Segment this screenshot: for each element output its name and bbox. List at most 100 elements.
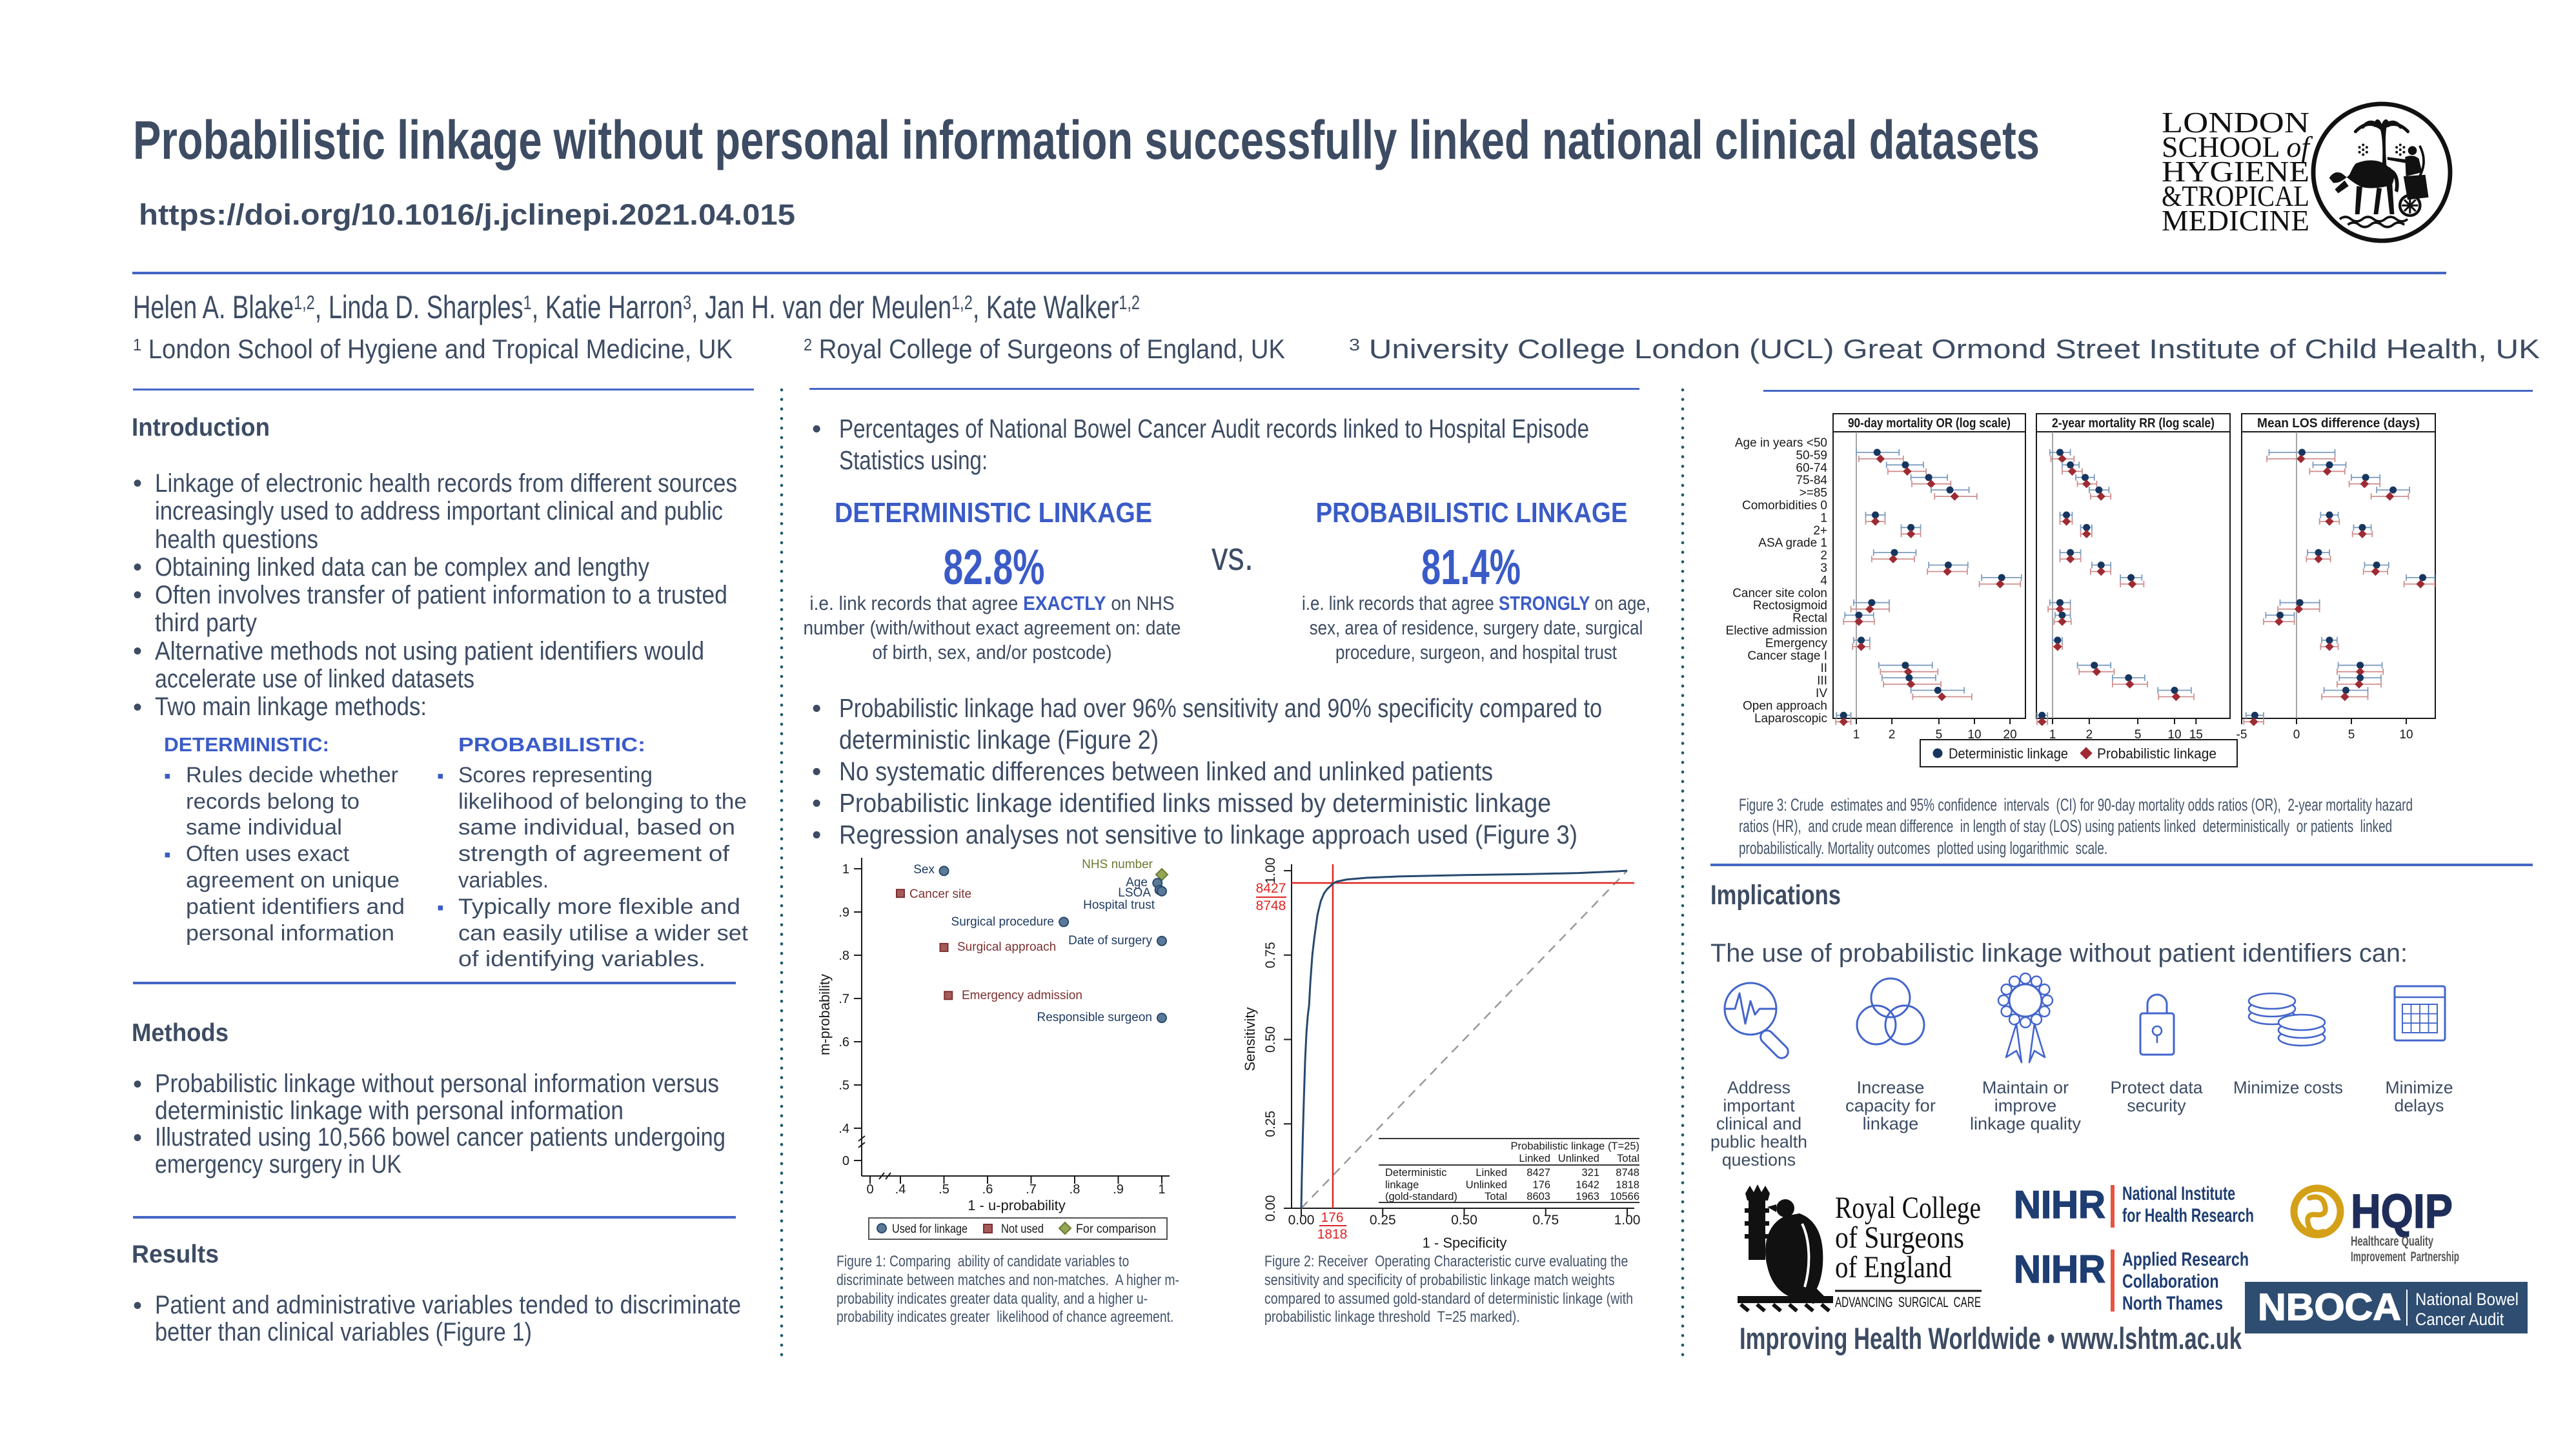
svg-text:.6: .6 (982, 1182, 993, 1197)
svg-text:Open approach: Open approach (1743, 699, 1827, 713)
svg-text:Hospital trust: Hospital trust (1083, 898, 1155, 912)
svg-text:Emergency admission: Emergency admission (962, 989, 1082, 1002)
svg-text:1: 1 (842, 862, 849, 876)
svg-text:1 - Specificity: 1 - Specificity (1423, 1235, 1507, 1251)
svg-text:0: 0 (866, 1182, 873, 1197)
svg-text:1: 1 (1158, 1182, 1165, 1197)
svg-text:1: 1 (1820, 511, 1827, 525)
svg-text:m-probability: m-probability (816, 974, 833, 1055)
svg-text:90-day mortality OR (log scale: 90-day mortality OR (log scale) (1848, 416, 2011, 431)
svg-text:4: 4 (1820, 574, 1827, 587)
svg-text:Mean LOS difference (days): Mean LOS difference (days) (2257, 416, 2420, 431)
svg-text:8427: 8427 (1256, 881, 1286, 896)
svg-text:.9: .9 (838, 906, 849, 920)
svg-text:1.00: 1.00 (1614, 1213, 1641, 1228)
svg-text:176: 176 (1321, 1210, 1343, 1225)
svg-text:Cancer site colon: Cancer site colon (1732, 587, 1827, 600)
svg-text:5: 5 (2135, 728, 2142, 742)
svg-text:2: 2 (1820, 549, 1827, 563)
svg-text:Emergency: Emergency (1765, 636, 1828, 650)
svg-text:Deterministic: Deterministic (1385, 1167, 1446, 1179)
svg-text:linkage: linkage (1385, 1179, 1419, 1191)
svg-text:0: 0 (842, 1154, 849, 1168)
svg-text:2: 2 (1889, 728, 1896, 742)
svg-text:Age: Age (1126, 876, 1148, 889)
svg-text:Linked: Linked (1519, 1153, 1550, 1164)
svg-text:Comorbidities 0: Comorbidities 0 (1742, 499, 1827, 512)
svg-text:Date of surgery: Date of surgery (1068, 934, 1152, 947)
svg-text:Deterministic linkage: Deterministic linkage (1949, 745, 2068, 762)
svg-text:-5: -5 (2236, 728, 2247, 742)
svg-text:1818: 1818 (1616, 1179, 1639, 1191)
svg-text:Cancer stage I: Cancer stage I (1747, 649, 1827, 663)
svg-text:8427: 8427 (1526, 1167, 1550, 1179)
svg-text:For comparison: For comparison (1076, 1222, 1156, 1236)
svg-text:>=85: >=85 (1800, 487, 1827, 500)
svg-text:.4: .4 (895, 1182, 906, 1197)
svg-text:(gold-standard): (gold-standard) (1385, 1191, 1457, 1202)
svg-text:321: 321 (1581, 1167, 1599, 1179)
svg-text:Age in years <50: Age in years <50 (1735, 436, 1827, 450)
svg-text:0.25: 0.25 (1263, 1111, 1278, 1137)
svg-text:LSOA: LSOA (1118, 886, 1151, 900)
svg-text:Laparoscopic: Laparoscopic (1754, 712, 1827, 725)
svg-text:0.75: 0.75 (1263, 942, 1278, 968)
svg-text:II: II (1820, 662, 1827, 675)
svg-text:.8: .8 (838, 949, 849, 963)
svg-text:50-59: 50-59 (1796, 449, 1827, 462)
svg-text:Elective admission: Elective admission (1726, 624, 1827, 638)
svg-text:1 - u-probability: 1 - u-probability (968, 1197, 1066, 1213)
svg-text:0.00: 0.00 (1288, 1213, 1315, 1228)
svg-text:.8: .8 (1070, 1182, 1080, 1197)
svg-text:15: 15 (2189, 728, 2203, 742)
svg-text:.5: .5 (838, 1079, 849, 1093)
svg-text:Linked: Linked (1476, 1167, 1507, 1179)
svg-text:Rectosigmoid: Rectosigmoid (1753, 599, 1827, 613)
svg-text:10: 10 (2167, 728, 2181, 742)
svg-text:.9: .9 (1113, 1182, 1124, 1197)
svg-text:Surgical procedure: Surgical procedure (951, 915, 1054, 929)
svg-text:ASA grade 1: ASA grade 1 (1758, 536, 1827, 550)
svg-text:0.00: 0.00 (1263, 1195, 1278, 1222)
svg-text:20: 20 (2003, 728, 2017, 742)
svg-text:IV: IV (1816, 687, 1827, 700)
svg-text:Rectal: Rectal (1792, 612, 1827, 625)
svg-text:.4: .4 (838, 1122, 849, 1136)
svg-text:1963: 1963 (1576, 1191, 1599, 1202)
svg-text:Not used: Not used (1001, 1222, 1044, 1236)
svg-text:Surgical approach: Surgical approach (957, 940, 1056, 954)
svg-text:.5: .5 (938, 1182, 949, 1197)
svg-text:5: 5 (2348, 728, 2355, 742)
svg-text:0: 0 (2293, 728, 2300, 742)
svg-text:8603: 8603 (1526, 1191, 1550, 1202)
svg-text:2: 2 (2086, 728, 2093, 742)
svg-text:3: 3 (1820, 562, 1827, 575)
svg-text:176: 176 (1532, 1179, 1550, 1191)
svg-text:10: 10 (1967, 728, 1981, 742)
svg-text:0.75: 0.75 (1532, 1213, 1559, 1228)
svg-text:Total: Total (1485, 1191, 1507, 1202)
svg-text:5: 5 (1936, 728, 1943, 742)
svg-text:2+: 2+ (1813, 524, 1827, 538)
svg-text:1: 1 (2049, 728, 2056, 742)
svg-text:0.50: 0.50 (1451, 1213, 1477, 1228)
svg-text:NHS number: NHS number (1082, 858, 1153, 871)
svg-text:III: III (1817, 674, 1827, 688)
svg-text:Probabilistic linkage: Probabilistic linkage (2097, 745, 2216, 762)
svg-text:1642: 1642 (1576, 1179, 1599, 1191)
svg-text:Used for linkage: Used for linkage (892, 1222, 968, 1236)
svg-text:Probabilistic linkage (T=25): Probabilistic linkage (T=25) (1511, 1140, 1639, 1152)
svg-text:Sensitivity: Sensitivity (1242, 1007, 1258, 1071)
svg-text:10566: 10566 (1610, 1191, 1639, 1202)
svg-text:.7: .7 (1026, 1182, 1037, 1197)
svg-text:60-74: 60-74 (1796, 461, 1827, 475)
svg-text:1.00: 1.00 (1263, 858, 1278, 884)
svg-text:2-year mortality RR (log scale: 2-year mortality RR (log scale) (2052, 416, 2215, 431)
svg-text:8748: 8748 (1616, 1167, 1639, 1179)
svg-text:1818: 1818 (1317, 1227, 1348, 1242)
svg-text:Unlinked: Unlinked (1466, 1179, 1507, 1191)
svg-text:10: 10 (2399, 728, 2413, 742)
svg-text:Total: Total (1617, 1153, 1639, 1164)
svg-text:Unlinked: Unlinked (1558, 1153, 1599, 1164)
svg-text:0.25: 0.25 (1370, 1213, 1396, 1228)
